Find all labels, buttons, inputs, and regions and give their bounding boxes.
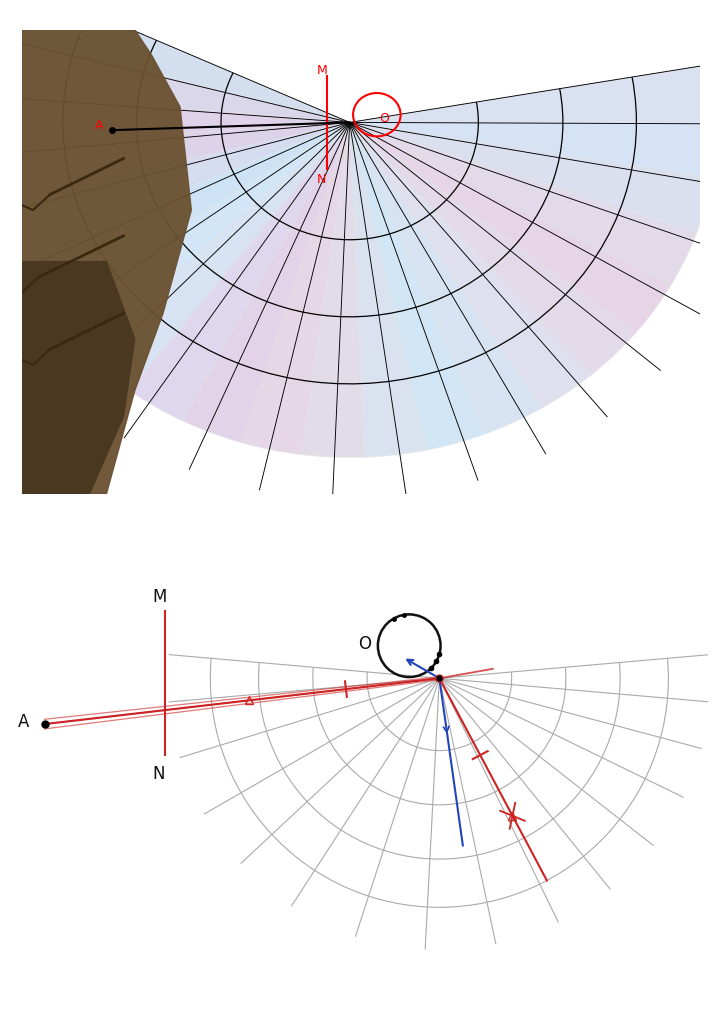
Wedge shape (349, 123, 712, 234)
Wedge shape (349, 123, 487, 450)
Wedge shape (0, 0, 349, 123)
Wedge shape (0, 123, 349, 259)
Wedge shape (349, 123, 593, 409)
Wedge shape (82, 123, 349, 391)
Wedge shape (0, 36, 349, 123)
Wedge shape (43, 123, 349, 354)
Wedge shape (349, 65, 717, 123)
Wedge shape (14, 123, 349, 309)
Wedge shape (0, 92, 349, 149)
Wedge shape (349, 123, 542, 434)
Text: M: M (317, 64, 328, 77)
Text: A: A (18, 712, 30, 731)
Wedge shape (240, 123, 349, 455)
Polygon shape (22, 31, 191, 494)
Wedge shape (349, 123, 671, 333)
Text: O: O (357, 634, 370, 652)
Wedge shape (302, 123, 365, 459)
Wedge shape (349, 123, 697, 286)
Text: O: O (380, 112, 390, 124)
Polygon shape (0, 0, 717, 458)
Wedge shape (349, 122, 717, 178)
Wedge shape (349, 123, 427, 458)
Polygon shape (22, 262, 135, 494)
Text: M: M (152, 587, 166, 605)
Text: N: N (317, 172, 326, 185)
Text: A: A (95, 118, 104, 131)
Wedge shape (349, 123, 636, 375)
Text: N: N (153, 764, 165, 783)
Wedge shape (183, 123, 349, 443)
Wedge shape (0, 123, 349, 205)
Wedge shape (129, 123, 349, 422)
